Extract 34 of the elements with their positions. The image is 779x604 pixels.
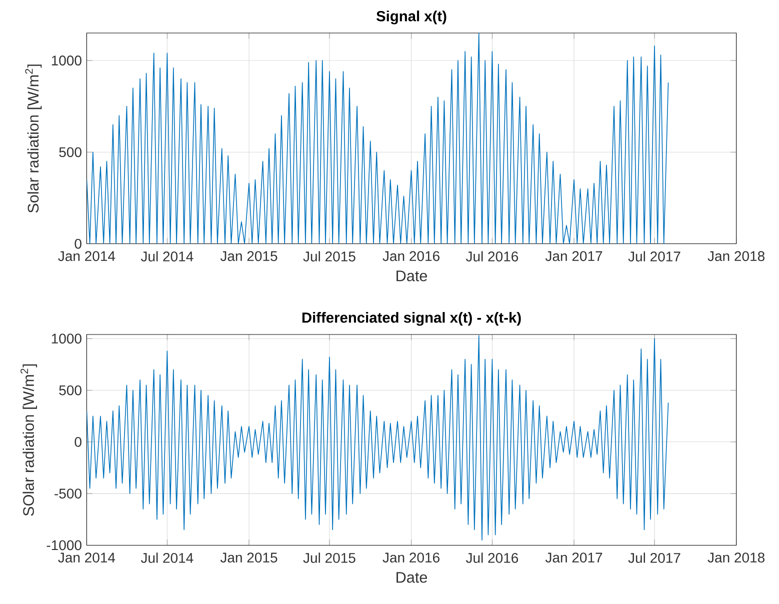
y-tick-label: -1000 — [46, 540, 82, 550]
x-tick-label: Jul 2016 — [466, 251, 518, 262]
x-tick-label: Jan 2015 — [220, 552, 278, 562]
y-tick-label: 1000 — [52, 334, 82, 344]
y-tick-label: 0 — [74, 238, 82, 249]
x-tick-label: Jan 2016 — [382, 552, 440, 562]
y-tick-label: 500 — [59, 385, 82, 396]
x-tick-label: Jan 2014 — [58, 251, 116, 261]
y-tick-label: 500 — [59, 147, 82, 157]
x-tick-label: Jul 2015 — [303, 552, 356, 563]
x-tick-label: Jul 2016 — [466, 552, 518, 563]
x-tick-label: Jan 2015 — [220, 251, 278, 261]
y-axis-title: Solar radiation [W/m$^{2}$] — [25, 64, 42, 213]
x-tick-label: Jan 2016 — [382, 251, 440, 261]
x-axis-title: Date — [396, 270, 428, 282]
y-axis-title: SOlar radiation [W/m$^{2}$] — [20, 364, 38, 516]
y-tick-label: 1000 — [52, 55, 82, 66]
x-tick-label: Jul 2014 — [140, 251, 194, 262]
chart-title: Signal x(t) — [376, 10, 446, 24]
x-tick-label: Jan 2018 — [708, 251, 764, 261]
line-series — [86, 32, 669, 244]
x-tick-label: Jan 2017 — [545, 552, 602, 562]
x-tick-label: Jul 2017 — [628, 251, 680, 262]
x-axis-title: Date — [396, 572, 428, 583]
x-tick-label: Jan 2018 — [708, 552, 764, 562]
x-tick-label: Jul 2015 — [303, 251, 356, 262]
x-tick-label: Jul 2017 — [628, 552, 680, 563]
line-series — [86, 334, 669, 540]
x-tick-label: Jan 2017 — [545, 251, 602, 261]
x-tick-label: Jul 2014 — [140, 552, 194, 563]
x-tick-label: Jan 2014 — [58, 552, 116, 562]
y-tick-label: 0 — [74, 436, 82, 447]
chart-title: Differenciated signal x(t) - x(t-k) — [302, 312, 521, 326]
y-tick-label: -500 — [54, 488, 82, 498]
